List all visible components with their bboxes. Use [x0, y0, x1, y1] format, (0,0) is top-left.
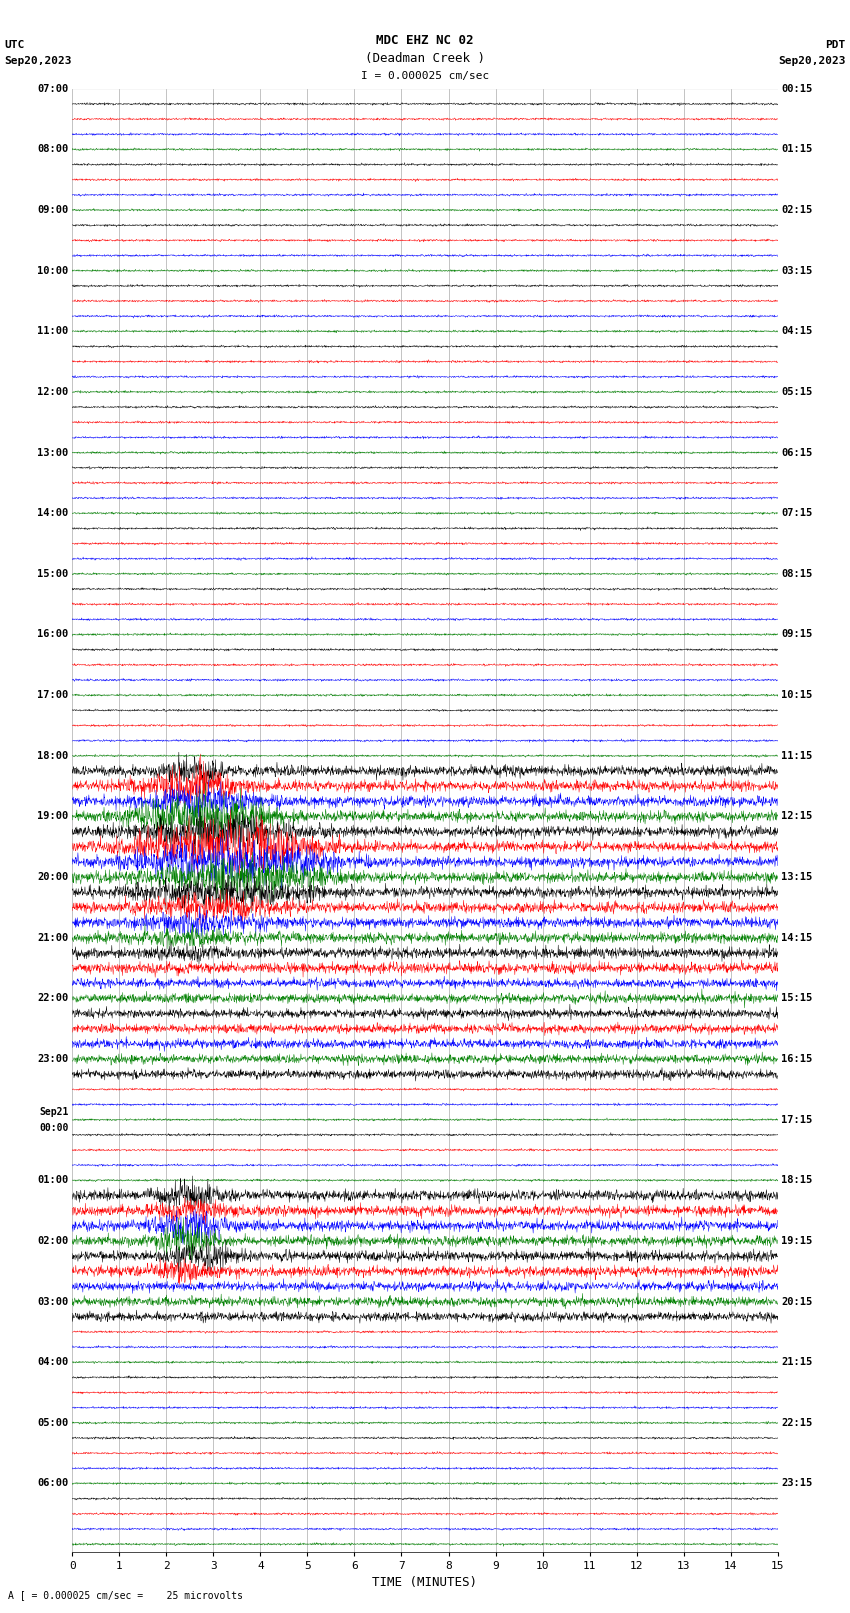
Text: 12:00: 12:00	[37, 387, 69, 397]
Text: 18:15: 18:15	[781, 1176, 813, 1186]
Text: I = 0.000025 cm/sec: I = 0.000025 cm/sec	[361, 71, 489, 81]
Text: 19:00: 19:00	[37, 811, 69, 821]
Text: 03:00: 03:00	[37, 1297, 69, 1307]
Text: 14:15: 14:15	[781, 932, 813, 942]
Text: 03:15: 03:15	[781, 266, 813, 276]
Text: 15:15: 15:15	[781, 994, 813, 1003]
Text: 05:00: 05:00	[37, 1418, 69, 1428]
Text: 14:00: 14:00	[37, 508, 69, 518]
Text: 22:00: 22:00	[37, 994, 69, 1003]
Text: 01:00: 01:00	[37, 1176, 69, 1186]
Text: 13:15: 13:15	[781, 873, 813, 882]
Text: UTC: UTC	[4, 40, 25, 50]
Text: PDT: PDT	[825, 40, 846, 50]
X-axis label: TIME (MINUTES): TIME (MINUTES)	[372, 1576, 478, 1589]
Text: 10:00: 10:00	[37, 266, 69, 276]
Text: 09:00: 09:00	[37, 205, 69, 215]
Text: 11:15: 11:15	[781, 750, 813, 761]
Text: 16:00: 16:00	[37, 629, 69, 639]
Text: 06:15: 06:15	[781, 447, 813, 458]
Text: 10:15: 10:15	[781, 690, 813, 700]
Text: 23:00: 23:00	[37, 1053, 69, 1065]
Text: 22:15: 22:15	[781, 1418, 813, 1428]
Text: Sep21: Sep21	[39, 1107, 69, 1116]
Text: 19:15: 19:15	[781, 1236, 813, 1245]
Text: 09:15: 09:15	[781, 629, 813, 639]
Text: 20:15: 20:15	[781, 1297, 813, 1307]
Text: 13:00: 13:00	[37, 447, 69, 458]
Text: 05:15: 05:15	[781, 387, 813, 397]
Text: 17:15: 17:15	[781, 1115, 813, 1124]
Text: 17:00: 17:00	[37, 690, 69, 700]
Text: 07:15: 07:15	[781, 508, 813, 518]
Text: 16:15: 16:15	[781, 1053, 813, 1065]
Text: 02:15: 02:15	[781, 205, 813, 215]
Text: Sep20,2023: Sep20,2023	[779, 56, 846, 66]
Text: 01:15: 01:15	[781, 144, 813, 155]
Text: 18:00: 18:00	[37, 750, 69, 761]
Text: 12:15: 12:15	[781, 811, 813, 821]
Text: 11:00: 11:00	[37, 326, 69, 336]
Text: 07:00: 07:00	[37, 84, 69, 94]
Text: 08:00: 08:00	[37, 144, 69, 155]
Text: 21:00: 21:00	[37, 932, 69, 942]
Text: Sep20,2023: Sep20,2023	[4, 56, 71, 66]
Text: 06:00: 06:00	[37, 1479, 69, 1489]
Text: 21:15: 21:15	[781, 1357, 813, 1368]
Text: 04:00: 04:00	[37, 1357, 69, 1368]
Text: A [ = 0.000025 cm/sec =    25 microvolts: A [ = 0.000025 cm/sec = 25 microvolts	[8, 1590, 243, 1600]
Text: 20:00: 20:00	[37, 873, 69, 882]
Text: 00:15: 00:15	[781, 84, 813, 94]
Text: (Deadman Creek ): (Deadman Creek )	[365, 52, 485, 65]
Text: 08:15: 08:15	[781, 569, 813, 579]
Text: 04:15: 04:15	[781, 326, 813, 336]
Text: MDC EHZ NC 02: MDC EHZ NC 02	[377, 34, 473, 47]
Text: 15:00: 15:00	[37, 569, 69, 579]
Text: 00:00: 00:00	[39, 1123, 69, 1132]
Text: 23:15: 23:15	[781, 1479, 813, 1489]
Text: 02:00: 02:00	[37, 1236, 69, 1245]
